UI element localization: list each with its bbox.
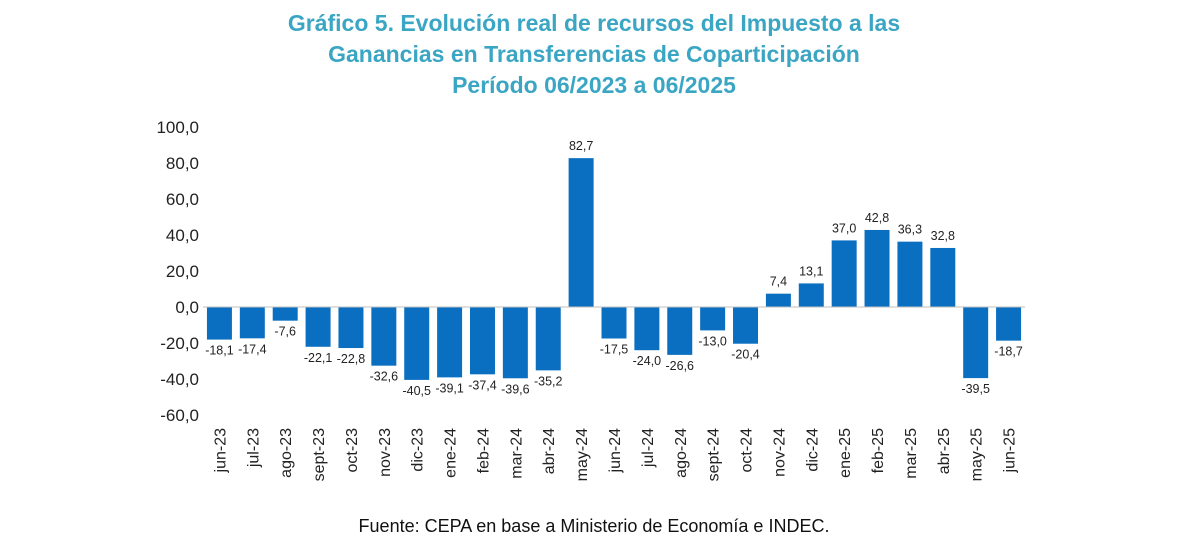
data-label: 82,7 bbox=[569, 139, 593, 153]
bar bbox=[437, 307, 463, 378]
y-tick-label: -60,0 bbox=[160, 406, 199, 425]
bar bbox=[535, 307, 561, 371]
x-tick-label: may-25 bbox=[969, 428, 986, 481]
data-label: -35,2 bbox=[534, 374, 563, 388]
x-tick-label: abr-25 bbox=[936, 428, 953, 474]
bar bbox=[404, 307, 430, 380]
bar bbox=[502, 307, 528, 379]
data-label: 7,4 bbox=[770, 275, 787, 289]
y-tick-label: 60,0 bbox=[166, 190, 199, 209]
x-tick-label: ene-24 bbox=[443, 428, 460, 478]
data-label: -24,0 bbox=[633, 354, 662, 368]
chart-title-line-2: Ganancias en Transferencias de Copartici… bbox=[328, 41, 860, 67]
source-note: Fuente: CEPA en base a Ministerio de Eco… bbox=[358, 516, 830, 536]
x-tick-label: dic-24 bbox=[804, 428, 821, 472]
data-labels: -18,1 -17,4-7,6-22,1 -22,8-32,6-40,5 -39,1-… bbox=[205, 139, 1023, 398]
x-tick-label: jul-24 bbox=[640, 428, 657, 468]
data-label: -20,4 bbox=[731, 348, 760, 362]
x-tick-label: jun-25 bbox=[1002, 428, 1019, 474]
bar bbox=[634, 307, 660, 351]
data-label: -17,4 bbox=[238, 342, 267, 356]
y-tick-label: 80,0 bbox=[166, 154, 199, 173]
x-tick-label: sept-23 bbox=[311, 428, 328, 481]
data-label: -40,5 bbox=[402, 384, 431, 398]
y-tick-label: 40,0 bbox=[166, 226, 199, 245]
chart-title: Gráfico 5. Evolución real de recursos de… bbox=[0, 8, 1188, 101]
bar bbox=[667, 307, 693, 355]
x-axis: jun-23 jul-23 ago-23 sept-23 oct-23 nov-23 dic… bbox=[212, 428, 1018, 481]
x-tick-label: feb-25 bbox=[870, 428, 887, 473]
y-tick-label: 100,0 bbox=[156, 118, 199, 137]
x-tick-label: sept-24 bbox=[706, 428, 723, 481]
bar bbox=[305, 307, 331, 347]
x-tick-label: oct-23 bbox=[344, 428, 361, 473]
data-label: -18,1 bbox=[205, 344, 234, 358]
data-label: -13,0 bbox=[698, 334, 727, 348]
data-label: 13,1 bbox=[799, 264, 823, 278]
x-tick-label: ago-24 bbox=[673, 428, 690, 478]
bar bbox=[733, 307, 759, 344]
x-tick-label: ene-25 bbox=[837, 428, 854, 478]
data-label: -39,1 bbox=[435, 381, 464, 395]
x-tick-label: jun-24 bbox=[607, 428, 624, 474]
bar bbox=[568, 158, 594, 307]
x-tick-label: nov-23 bbox=[377, 428, 394, 477]
x-tick-label: ago-23 bbox=[278, 428, 295, 478]
data-label: -7,6 bbox=[274, 325, 296, 339]
bars bbox=[206, 158, 1022, 380]
bar bbox=[963, 307, 989, 379]
x-tick-label: dic-23 bbox=[410, 428, 427, 472]
bar bbox=[700, 307, 726, 331]
bar bbox=[206, 307, 232, 340]
x-tick-label: may-24 bbox=[574, 428, 591, 481]
bar bbox=[239, 307, 265, 339]
x-tick-label: mar-25 bbox=[903, 428, 920, 479]
x-tick-label: abr-24 bbox=[541, 428, 558, 474]
x-tick-label: feb-24 bbox=[475, 428, 492, 473]
data-label: -18,7 bbox=[994, 345, 1023, 359]
bar bbox=[338, 307, 364, 349]
bar bbox=[798, 283, 824, 307]
x-tick-label: jun-23 bbox=[212, 428, 229, 474]
chart-title-line-3: Período 06/2023 a 06/2025 bbox=[452, 72, 736, 98]
chart-title-line-1: Gráfico 5. Evolución real de recursos de… bbox=[287, 10, 901, 36]
x-tick-label: oct-24 bbox=[739, 428, 756, 473]
x-tick-label: nov-24 bbox=[771, 428, 788, 477]
y-tick-label: -20,0 bbox=[160, 334, 199, 353]
y-tick-label: 20,0 bbox=[166, 262, 199, 281]
data-label: -22,8 bbox=[337, 352, 366, 366]
data-label: -17,5 bbox=[600, 343, 629, 357]
data-label: -39,6 bbox=[501, 382, 530, 396]
data-label: 32,8 bbox=[931, 229, 955, 243]
bar bbox=[371, 307, 397, 366]
data-label: -26,6 bbox=[666, 359, 695, 373]
data-label: -22,1 bbox=[304, 351, 333, 365]
data-label: -39,5 bbox=[961, 382, 990, 396]
bar bbox=[831, 240, 857, 307]
bar bbox=[996, 307, 1022, 341]
x-tick-label: mar-24 bbox=[508, 428, 525, 479]
bar bbox=[469, 307, 495, 375]
data-label: 37,0 bbox=[832, 221, 856, 235]
bar bbox=[272, 307, 298, 321]
data-label: 36,3 bbox=[898, 223, 922, 237]
data-label: -37,4 bbox=[468, 378, 497, 392]
y-axis: 100,0 80,0 60,0 40,0 20,0 0,0 -20,0 -40,0 -60,0 bbox=[156, 118, 199, 425]
data-label: -32,6 bbox=[370, 370, 399, 384]
y-tick-label: 0,0 bbox=[175, 298, 199, 317]
bar bbox=[897, 241, 923, 307]
bar bbox=[864, 229, 890, 307]
x-tick-label: jul-23 bbox=[245, 428, 262, 468]
bar bbox=[930, 247, 956, 307]
y-tick-label: -40,0 bbox=[160, 370, 199, 389]
bar bbox=[601, 307, 627, 339]
data-label: 42,8 bbox=[865, 211, 889, 225]
bar bbox=[765, 293, 791, 307]
